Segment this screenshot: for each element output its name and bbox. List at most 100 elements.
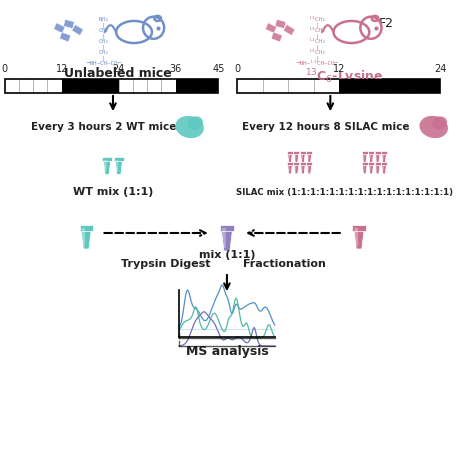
- Bar: [362, 151, 368, 154]
- Text: NH₂: NH₂: [98, 17, 109, 22]
- Text: 36: 36: [170, 64, 182, 74]
- Polygon shape: [115, 158, 123, 174]
- Bar: [287, 151, 293, 154]
- Bar: [237, 79, 440, 93]
- Text: |: |: [315, 22, 319, 28]
- Text: |: |: [315, 55, 319, 61]
- Polygon shape: [307, 152, 312, 163]
- Text: SILAC mix (1:1:1:1:1:1:1:1:1:1:1:1:1:1:1:1:1): SILAC mix (1:1:1:1:1:1:1:1:1:1:1:1:1:1:1…: [236, 188, 453, 197]
- Text: 12: 12: [333, 64, 345, 74]
- Text: mix (1:1): mix (1:1): [199, 250, 255, 260]
- Polygon shape: [294, 164, 299, 174]
- Text: Every 3 hours 2 WT mice: Every 3 hours 2 WT mice: [31, 122, 176, 132]
- Polygon shape: [72, 25, 83, 36]
- Text: Fractionation: Fractionation: [243, 259, 326, 269]
- Polygon shape: [362, 164, 367, 174]
- Text: Trypsin Digest: Trypsin Digest: [121, 259, 210, 269]
- Bar: [339, 79, 440, 93]
- Bar: [62, 79, 118, 93]
- Text: |: |: [101, 34, 105, 39]
- Polygon shape: [301, 165, 303, 171]
- Text: |: |: [101, 45, 105, 50]
- Polygon shape: [354, 226, 365, 249]
- Text: CH₂: CH₂: [98, 28, 109, 33]
- Polygon shape: [369, 164, 374, 174]
- Polygon shape: [382, 152, 387, 163]
- Text: Every 12 hours 8 SILAC mice: Every 12 hours 8 SILAC mice: [242, 122, 409, 132]
- Bar: [374, 151, 381, 154]
- Text: ¹³CH₂: ¹³CH₂: [308, 50, 326, 55]
- Text: WT mix (1:1): WT mix (1:1): [73, 187, 153, 197]
- Polygon shape: [288, 164, 292, 174]
- Bar: [102, 157, 112, 161]
- Ellipse shape: [175, 116, 204, 138]
- Text: ¹³CH₂: ¹³CH₂: [308, 39, 326, 44]
- Polygon shape: [271, 32, 283, 42]
- Polygon shape: [288, 152, 292, 163]
- Polygon shape: [81, 226, 91, 249]
- Polygon shape: [301, 154, 303, 159]
- Polygon shape: [301, 164, 305, 174]
- Bar: [220, 225, 234, 231]
- Polygon shape: [375, 152, 380, 163]
- Text: ¹³CH₂: ¹³CH₂: [308, 17, 326, 22]
- Text: 24: 24: [434, 64, 447, 74]
- Polygon shape: [383, 154, 384, 159]
- Bar: [5, 79, 219, 93]
- Bar: [293, 151, 300, 154]
- Bar: [175, 79, 219, 93]
- Text: ¹³CH₂: ¹³CH₂: [308, 28, 326, 33]
- Text: ─NH–CH–CO─: ─NH–CH–CO─: [86, 61, 121, 66]
- Polygon shape: [289, 154, 290, 159]
- Bar: [381, 151, 387, 154]
- Bar: [306, 163, 312, 165]
- Bar: [300, 151, 306, 154]
- Polygon shape: [355, 228, 358, 246]
- Polygon shape: [289, 165, 290, 171]
- Polygon shape: [362, 152, 367, 163]
- Polygon shape: [104, 160, 107, 172]
- Polygon shape: [308, 154, 310, 159]
- Bar: [353, 225, 365, 231]
- Text: 0: 0: [2, 64, 8, 74]
- Text: |: |: [101, 22, 105, 28]
- Bar: [114, 157, 124, 161]
- Text: 45: 45: [212, 64, 225, 74]
- Text: |: |: [315, 45, 319, 50]
- Bar: [293, 163, 300, 165]
- Polygon shape: [383, 165, 384, 171]
- Polygon shape: [369, 152, 374, 163]
- Text: CH₂: CH₂: [98, 39, 109, 44]
- Bar: [287, 163, 293, 165]
- Polygon shape: [376, 165, 378, 171]
- Polygon shape: [295, 165, 296, 171]
- Bar: [368, 151, 374, 154]
- Text: $^{13}$C$_6$-Lysine: $^{13}$C$_6$-Lysine: [305, 67, 384, 87]
- Polygon shape: [295, 154, 296, 159]
- Ellipse shape: [188, 117, 203, 129]
- Bar: [368, 163, 374, 165]
- Polygon shape: [363, 165, 365, 171]
- Polygon shape: [283, 25, 295, 36]
- Polygon shape: [82, 228, 85, 246]
- Ellipse shape: [419, 116, 448, 138]
- Polygon shape: [307, 164, 312, 174]
- Polygon shape: [116, 160, 118, 172]
- Ellipse shape: [432, 117, 447, 129]
- Bar: [381, 163, 387, 165]
- Polygon shape: [59, 32, 71, 42]
- Polygon shape: [370, 165, 371, 171]
- Polygon shape: [54, 23, 65, 33]
- Bar: [362, 163, 368, 165]
- Text: |: |: [101, 55, 105, 61]
- Bar: [300, 163, 306, 165]
- Text: 12: 12: [55, 64, 68, 74]
- Text: 24: 24: [112, 64, 125, 74]
- Polygon shape: [308, 165, 310, 171]
- Bar: [374, 163, 381, 165]
- Bar: [80, 225, 93, 231]
- Polygon shape: [375, 164, 380, 174]
- Polygon shape: [382, 164, 387, 174]
- Text: ─NH–¹³CH–CO─: ─NH–¹³CH–CO─: [296, 61, 338, 66]
- Polygon shape: [363, 154, 365, 159]
